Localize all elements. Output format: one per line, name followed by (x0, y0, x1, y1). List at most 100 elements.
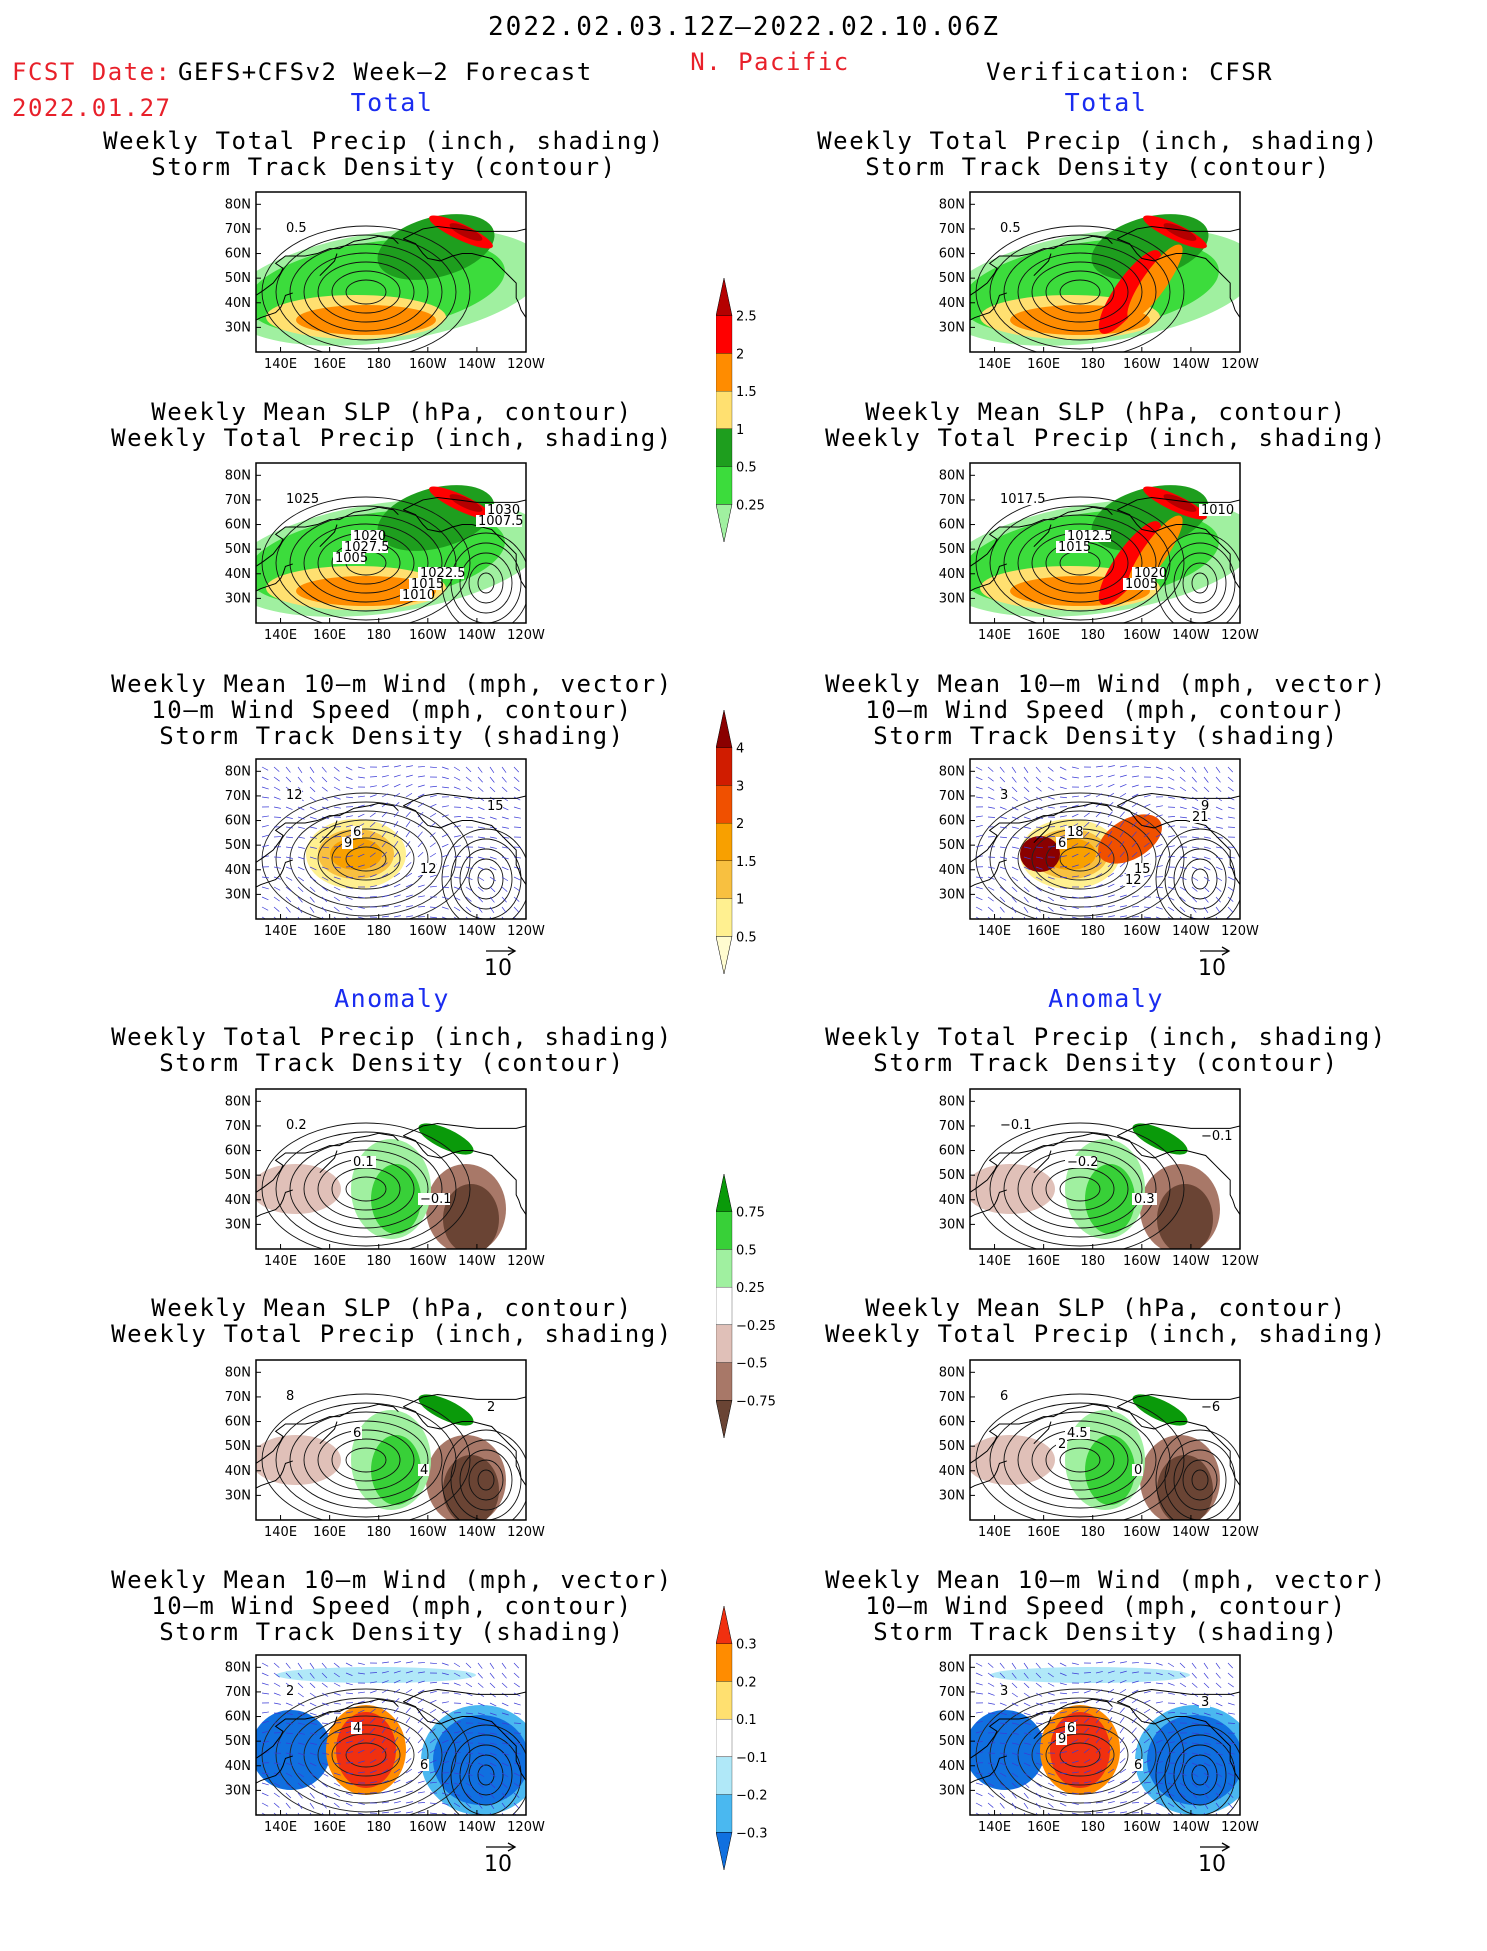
field-layer (220, 192, 552, 364)
contour-label: 6 (1000, 1389, 1008, 1404)
lon-tick-label: 140W (458, 1525, 496, 1540)
colorbar-label: 2 (736, 817, 744, 832)
lat-tick-label: 70N (939, 222, 965, 237)
lon-tick-label: 140E (264, 1254, 297, 1269)
lon-tick-label: 160E (1027, 357, 1060, 372)
colorbar-label: 0.1 (736, 1713, 757, 1728)
lon-tick-label: 140W (1172, 628, 1210, 643)
reference-vector: 10 (1198, 956, 1226, 981)
contour-label: 0.2 (286, 1118, 307, 1133)
lat-tick-label: 60N (939, 247, 965, 262)
colorbar-label: 1.5 (736, 855, 757, 870)
lon-tick-label: 140W (1172, 1525, 1210, 1540)
lon-tick-label: 140W (1172, 1254, 1210, 1269)
lon-tick-label: 140W (458, 1820, 496, 1835)
lat-tick-label: 80N (225, 764, 251, 779)
contour-label: 6 (353, 1426, 361, 1441)
lon-tick-label: 140W (458, 357, 496, 372)
colorbar-swatch (716, 1325, 732, 1363)
region-title: N. Pacific (690, 48, 850, 76)
colorbar-label: 0.75 (736, 1206, 765, 1221)
lat-tick-label: 30N (939, 1783, 965, 1798)
colorbar-swatch (716, 504, 732, 542)
shaded-region (1147, 1715, 1243, 1805)
colorbar-label: 1 (736, 423, 744, 438)
colorbar-label: 1.5 (736, 385, 757, 400)
colorbar-swatch (716, 1363, 732, 1401)
lon-tick-label: 140W (1172, 357, 1210, 372)
colorbar-swatch (716, 748, 732, 786)
contour-label: −0.1 (1000, 1118, 1032, 1133)
model-name: GEFS+CFSv2 Week—2 Forecast (178, 58, 593, 86)
colorbar-label: 0.5 (736, 1243, 757, 1258)
colorbar-label: 0.2 (736, 1675, 757, 1690)
colorbar-label: 3 (736, 779, 744, 794)
lat-tick-label: 50N (225, 1439, 251, 1454)
contour-label: 18 (1067, 825, 1084, 840)
lat-tick-label: 60N (225, 1710, 251, 1725)
colorbar-label: −0.3 (736, 1826, 768, 1841)
contour-label: 0.5 (286, 221, 307, 236)
colorbar-swatch (716, 1606, 732, 1644)
contour-label: 1025 (286, 492, 319, 507)
lat-tick-label: 70N (939, 1119, 965, 1134)
lon-tick-label: 160W (1123, 628, 1161, 643)
lon-tick-label: 160W (409, 1820, 447, 1835)
contour-label: 4 (353, 1721, 361, 1736)
colorbar-label: −0.2 (736, 1789, 768, 1804)
lat-tick-label: 30N (225, 887, 251, 902)
lon-tick-label: 160E (1027, 1525, 1060, 1540)
lat-tick-label: 60N (225, 1415, 251, 1430)
lat-tick-label: 40N (939, 1464, 965, 1479)
colorbar-swatch (716, 899, 732, 937)
lon-tick-label: 160W (409, 1254, 447, 1269)
lon-tick-label: 140E (264, 357, 297, 372)
lon-tick-label: 180 (1080, 1254, 1105, 1269)
lon-tick-label: 140W (1172, 924, 1210, 939)
lon-tick-label: 120W (1221, 1820, 1259, 1835)
lat-tick-label: 50N (939, 1734, 965, 1749)
lat-tick-label: 40N (225, 567, 251, 582)
lat-tick-label: 70N (225, 1390, 251, 1405)
colorbar-swatch (716, 1287, 732, 1325)
lon-tick-label: 140E (978, 1820, 1011, 1835)
lon-tick-label: 160E (1027, 924, 1060, 939)
lat-tick-label: 50N (225, 838, 251, 853)
lon-tick-label: 120W (507, 628, 545, 643)
lat-tick-label: 80N (225, 1660, 251, 1675)
contour-label: 6 (353, 825, 361, 840)
lat-tick-label: 60N (225, 518, 251, 533)
field-layer (970, 759, 1244, 929)
contour-label: −6 (1201, 1400, 1220, 1415)
contour-label: 2 (487, 1400, 495, 1415)
lon-tick-label: 160W (1123, 357, 1161, 372)
lat-tick-label: 30N (939, 320, 965, 335)
lon-tick-label: 140W (1172, 1820, 1210, 1835)
shaded-region (336, 1712, 396, 1788)
lon-tick-label: 120W (507, 1254, 545, 1269)
field-layer (251, 1360, 530, 1530)
lat-tick-label: 40N (225, 1759, 251, 1774)
lat-tick-label: 80N (939, 1094, 965, 1109)
contour-label: 6 (1134, 1758, 1142, 1773)
lon-tick-label: 160E (1027, 1820, 1060, 1835)
lat-tick-label: 70N (939, 493, 965, 508)
lat-tick-label: 80N (225, 1365, 251, 1380)
section-total-forecast: Total (351, 88, 434, 117)
field-layer (256, 759, 530, 929)
lon-tick-label: 160E (313, 924, 346, 939)
lat-tick-label: 50N (939, 542, 965, 557)
lon-tick-label: 120W (507, 924, 545, 939)
field-layer (251, 1655, 541, 1825)
lat-tick-label: 70N (939, 1390, 965, 1405)
field-layer (965, 1655, 1255, 1825)
colorbar-label: 0.25 (736, 498, 765, 513)
lon-tick-label: 140E (978, 628, 1011, 643)
